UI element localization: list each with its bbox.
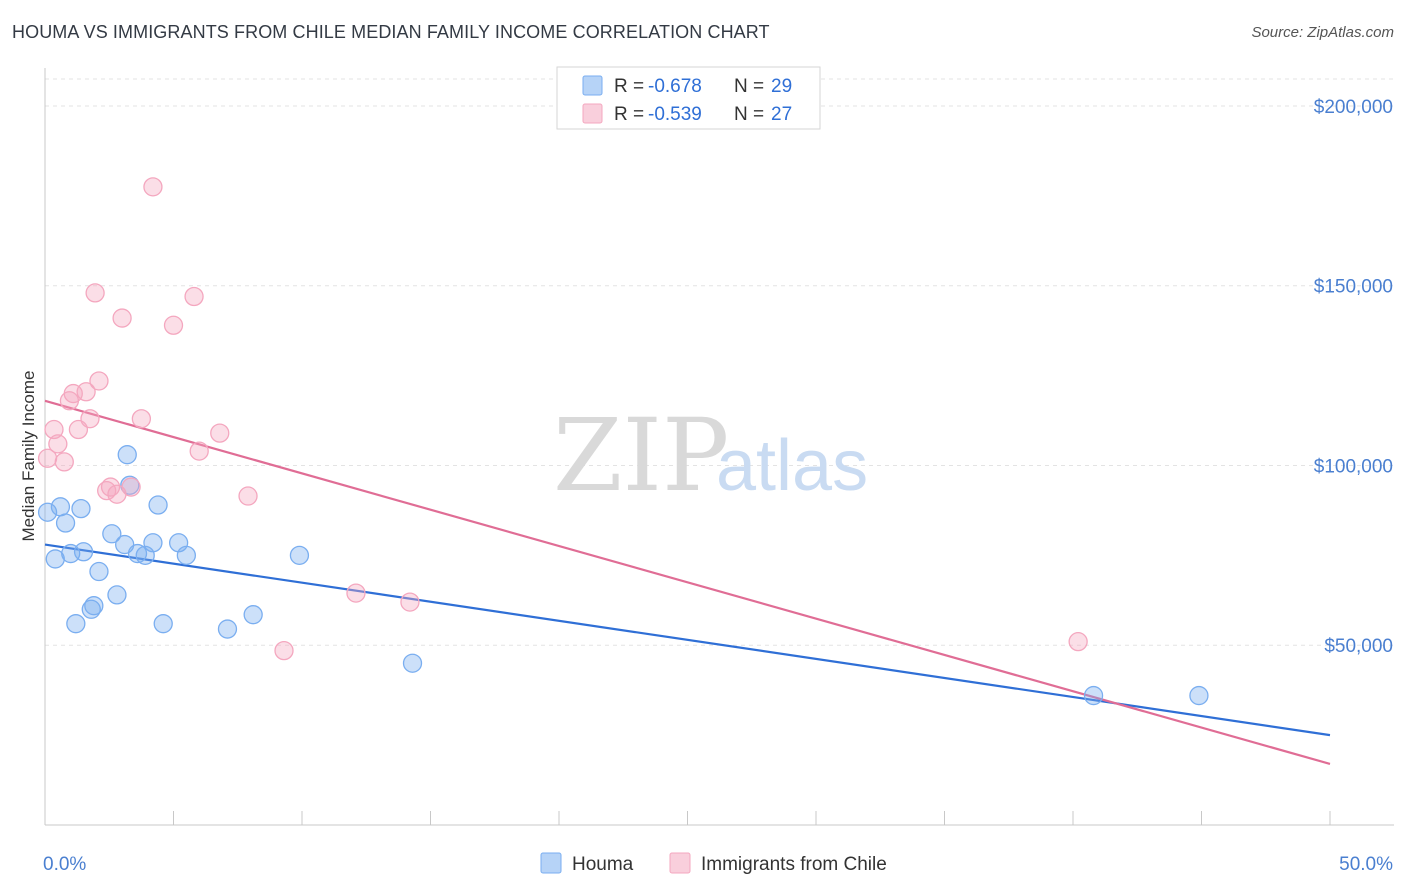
chile-point-22 (238, 486, 258, 506)
legend-r-label-chile: R = (614, 104, 644, 125)
legend-n-label-chile: N = (734, 104, 764, 125)
bottom-legend-label-chile: Immigrants from Chile (701, 854, 887, 875)
chile-point-1 (44, 419, 64, 440)
houma-point-2 (50, 497, 71, 517)
houma-point-19 (148, 495, 168, 515)
source-credit: Source: ZipAtlas.com (1251, 24, 1394, 41)
legend-swatch-chile (582, 103, 603, 124)
chile-point-10 (89, 371, 109, 391)
houma-point-25 (289, 545, 310, 566)
x-tick-label-0: 0.0% (43, 854, 86, 875)
legend-n-value-houma: 29 (771, 76, 792, 97)
houma-point-12 (107, 585, 127, 605)
watermark-zip: ZIP (553, 397, 729, 514)
houma-point-28 (1189, 685, 1209, 706)
houma-point-23 (217, 619, 238, 639)
y-tick-labels: $50,000 $100,000 $150,000 $200,000 (1314, 97, 1393, 657)
chile-point-18 (163, 315, 184, 335)
chile-point-20 (189, 441, 209, 461)
houma-point-26 (402, 653, 423, 673)
houma-point-10 (89, 561, 109, 582)
chile-point-3 (54, 452, 74, 472)
legend-n-value-chile: 27 (771, 104, 792, 125)
chile-point-23 (274, 640, 294, 661)
chile-point-2 (48, 434, 68, 454)
houma-point-9 (84, 596, 104, 616)
x-tick-label-1: 50.0% (1339, 854, 1393, 875)
legend-r-value-chile: -0.539 (648, 104, 702, 125)
chile-point-17 (143, 177, 163, 197)
legend-n-label-houma: N = (734, 76, 764, 97)
y-tick-label-3: $200,000 (1314, 97, 1393, 118)
trend-lines (44, 399, 1331, 765)
houma-point-7 (73, 542, 94, 562)
bottom-legend-swatch-chile (669, 852, 691, 874)
y-tick-label-1: $100,000 (1314, 456, 1393, 477)
houma-point-8 (81, 599, 101, 619)
chile-point-8 (80, 409, 100, 429)
chile-point-16 (131, 409, 152, 429)
y-axis-title: Median Family Income (19, 370, 38, 541)
houma-trend-line (44, 543, 1331, 737)
gridlines (45, 78, 1394, 646)
houma-point-27 (1083, 685, 1104, 706)
legend-r-value-houma: -0.678 (648, 76, 702, 97)
houma-point-24 (243, 605, 263, 625)
houma-point-14 (117, 445, 137, 465)
watermark-atlas: atlas (716, 426, 868, 506)
houma-point-22 (176, 545, 197, 566)
houma-point-5 (66, 614, 86, 634)
chile-point-21 (210, 423, 230, 443)
bottom-legend-label-houma: Houma (572, 854, 634, 875)
chile-point-7 (76, 382, 96, 402)
chile-point-14 (112, 308, 132, 328)
legend-r-label-houma: R = (614, 76, 644, 97)
chile-point-25 (400, 592, 420, 612)
bottom-legend-swatch-houma (540, 852, 562, 874)
y-tick-label-0: $50,000 (1324, 636, 1393, 657)
chile-point-26 (1068, 631, 1088, 652)
houma-point-16 (127, 543, 148, 564)
chile-point-9 (85, 283, 105, 303)
series-legend: Houma Immigrants from Chile (540, 852, 887, 875)
chart-title: HOUMA VS IMMIGRANTS FROM CHILE MEDIAN FA… (12, 22, 770, 42)
houma-point-20 (153, 614, 173, 634)
stats-legend: R = -0.678 N = 29 R = -0.539 N = 27 (556, 66, 821, 130)
houma-point-11 (102, 524, 122, 544)
legend-swatch-houma (582, 75, 603, 96)
houma-point-3 (55, 513, 76, 533)
chile-point-19 (184, 286, 204, 307)
chile-trend-line (44, 399, 1331, 765)
axes (44, 68, 1394, 826)
data-points (37, 177, 1209, 706)
houma-point-18 (143, 533, 163, 553)
y-tick-label-2: $150,000 (1314, 277, 1393, 298)
x-tick-labels: 0.0% 50.0% (43, 854, 1393, 875)
houma-point-6 (71, 498, 91, 519)
chile-point-24 (346, 583, 366, 603)
chile-point-15 (121, 477, 141, 497)
